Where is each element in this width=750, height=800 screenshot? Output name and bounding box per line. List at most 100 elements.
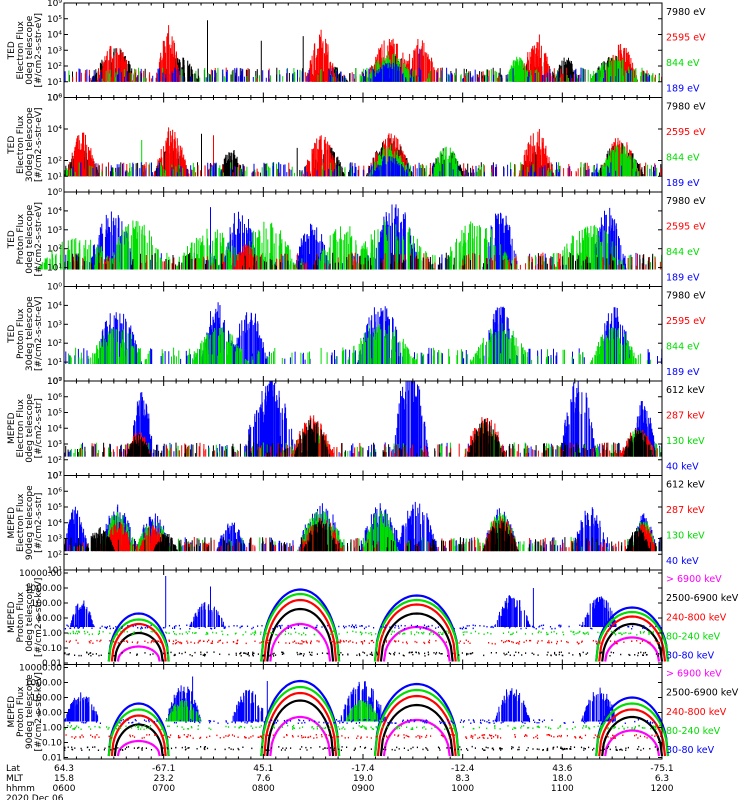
ytick-label-meped-proton-90deg-0: 10000.00 — [19, 664, 62, 674]
arc-meped-proton-90deg-4-3 — [604, 729, 661, 757]
ylabel-line-ted-proton-30deg-3: [#/cm2-s-str-eV] — [34, 296, 44, 371]
arc-meped-proton-0deg-3-3 — [601, 622, 664, 662]
legend-ted-proton-30deg-3: 189 eV — [666, 367, 700, 378]
series-meped-electron-90deg-3 — [64, 520, 662, 552]
ytick-label-meped-proton-90deg-2: 100.00 — [31, 694, 63, 704]
ytick-label-meped-electron-0deg-1: 10⁶ — [47, 393, 62, 403]
ytick-label-meped-electron-90deg-5: 10² — [47, 550, 62, 560]
ytick-label-ted-electron-0deg-4: 10² — [47, 62, 62, 72]
legend-ted-electron-30deg-1: 2595 eV — [666, 127, 706, 138]
arc-meped-proton-90deg-1-3 — [595, 702, 670, 757]
xtick-hhmm-4: 1000 — [451, 784, 474, 794]
ytick-label-meped-proton-90deg-4: 1.00 — [42, 724, 62, 734]
ylabel-line-ted-proton-0deg-2: 0deg telescope — [25, 204, 35, 274]
ylabel-line-meped-proton-90deg-3: [#/cm2-s-str-keV] — [34, 672, 44, 751]
ytick-label-meped-proton-90deg-3: 10.00 — [36, 709, 62, 719]
series-lines-ted-proton-30deg-1 — [68, 323, 651, 364]
legend-meped-electron-90deg-2: 130 keV — [666, 531, 705, 542]
ylabel-line-meped-electron-90deg-0: MEPED — [7, 507, 17, 539]
ylabel-line-ted-electron-30deg-3: [#/cm2-s-str-eV] — [34, 107, 44, 182]
arc-meped-proton-0deg-0-1 — [260, 588, 341, 662]
series-ted-proton-0deg-1 — [36, 220, 663, 270]
ytick-label-ted-electron-0deg-1: 10⁵ — [47, 15, 62, 25]
arc-meped-proton-0deg-0-2 — [373, 594, 460, 662]
ytick-label-ted-proton-0deg-2: 10² — [47, 245, 62, 255]
ylabel-line-meped-proton-0deg-0: MEPED — [7, 601, 17, 633]
legend-meped-electron-90deg-1: 287 keV — [666, 505, 705, 516]
ytick-label-ted-electron-0deg-3: 10³ — [47, 46, 62, 56]
baseline-meped-proton-0deg-1 — [67, 630, 663, 636]
legend-meped-proton-0deg-3: 80-240 keV — [666, 631, 721, 642]
date-label: 2020 Dec 06 — [6, 794, 64, 800]
series-lines-meped-proton-90deg-1 — [165, 700, 381, 722]
xtick-hhmm-3: 0900 — [352, 784, 375, 794]
ylabel-line-meped-electron-0deg-1: Electron Flux — [16, 398, 26, 457]
ytick-label-ted-proton-0deg-4: 10⁰ — [47, 283, 62, 293]
arc-meped-proton-90deg-3-0 — [113, 723, 164, 757]
series-meped-proton-90deg-3 — [113, 699, 664, 757]
legend-ted-electron-0deg-0: 7980 eV — [666, 7, 706, 18]
xtick-lat-1: -67.1 — [152, 764, 175, 774]
baseline-meped-proton-0deg-2 — [65, 639, 663, 645]
legend-meped-proton-90deg-1: 2500-6900 keV — [666, 688, 739, 699]
legend-meped-electron-90deg-3: 40 keV — [666, 556, 699, 567]
ytick-label-meped-electron-90deg-0: 10⁷ — [47, 472, 62, 482]
xtick-hhmm-0: 0600 — [53, 784, 76, 794]
ylabel-meped-electron-90deg: MEPEDElectron Flux90deg telescope[#/cm2-… — [7, 485, 44, 560]
xtick-lat-3: -17.4 — [351, 764, 375, 774]
baseline-meped-proton-90deg-0 — [64, 718, 661, 725]
ylabel-ted-proton-0deg: TEDProton Flux0deg telescope[#/cm2-s-str… — [7, 202, 44, 277]
xtick-mlt-4: 8.3 — [456, 774, 470, 784]
baseline-meped-proton-90deg-1 — [64, 724, 662, 731]
ytick-label-meped-electron-0deg-6: 10¹ — [47, 472, 62, 482]
arc-meped-proton-90deg-3-2 — [379, 703, 454, 757]
ytick-label-meped-electron-90deg-4: 10³ — [47, 535, 62, 545]
panel-frame-ted-electron-30deg — [63, 97, 663, 193]
ytick-label-meped-proton-90deg-1: 1000.00 — [25, 679, 62, 689]
series-lines-ted-proton-0deg-1 — [36, 220, 663, 270]
ylabel-line-ted-proton-30deg-0: TED — [7, 325, 17, 344]
xtick-mlt-0: 15.8 — [54, 774, 74, 784]
legend-ted-proton-0deg-0: 7980 eV — [666, 196, 706, 207]
arc-meped-proton-90deg-1-2 — [373, 688, 460, 757]
legend-ted-electron-0deg-1: 2595 eV — [666, 33, 706, 44]
legend-ted-proton-0deg-2: 844 eV — [666, 247, 700, 258]
legend-meped-proton-0deg-0: > 6900 keV — [666, 574, 722, 585]
ylabel-line-meped-proton-90deg-1: Proton Flux — [16, 686, 26, 737]
ytick-label-meped-electron-0deg-0: 10⁷ — [47, 377, 62, 387]
ytick-label-ted-proton-30deg-1: 10³ — [47, 320, 62, 330]
ytick-label-ted-electron-30deg-2: 10² — [47, 157, 62, 167]
legend-ted-electron-0deg-2: 844 eV — [666, 58, 700, 69]
arc-meped-proton-90deg-2-3 — [598, 708, 667, 757]
ytick-label-ted-proton-30deg-4: 10⁰ — [47, 377, 62, 387]
ylabel-meped-electron-0deg: MEPEDElectron Flux0deg telescope[#/cm2-s… — [7, 393, 44, 463]
ylabel-line-ted-proton-30deg-2: 30deg telescope — [25, 296, 35, 371]
legend-ted-electron-30deg-2: 844 eV — [666, 153, 700, 164]
ylabel-line-ted-proton-0deg-0: TED — [7, 230, 17, 249]
xtick-lat-5: 43.6 — [552, 764, 572, 774]
ytick-label-ted-electron-0deg-2: 10⁴ — [47, 31, 62, 41]
series-meped-proton-90deg-2 — [110, 691, 667, 757]
xtick-hhmm-6: 1200 — [651, 784, 674, 794]
ytick-label-meped-proton-0deg-6: 0.01 — [42, 659, 62, 669]
ytick-label-meped-electron-90deg-3: 10⁴ — [47, 519, 62, 529]
series-meped-electron-0deg-3 — [65, 418, 663, 457]
arc-meped-proton-0deg-4-1 — [269, 622, 332, 662]
baseline-meped-proton-0deg-0 — [64, 624, 662, 630]
ytick-label-ted-proton-0deg-0: 10⁴ — [47, 207, 62, 217]
ytick-label-ted-electron-0deg-5: 10¹ — [47, 78, 62, 88]
ytick-label-meped-electron-0deg-5: 10² — [47, 456, 62, 466]
ytick-label-meped-electron-90deg-1: 10⁶ — [47, 487, 62, 497]
ylabel-line-meped-electron-90deg-3: [#/cm2-s-str] — [34, 493, 44, 553]
ylabel-line-meped-proton-0deg-2: 0deg telescope — [25, 582, 35, 652]
ylabel-line-meped-proton-0deg-1: Proton Flux — [16, 591, 26, 642]
arc-meped-proton-0deg-4-0 — [116, 645, 161, 662]
legend-ted-proton-30deg-2: 844 eV — [666, 342, 700, 353]
ylabel-line-ted-proton-0deg-3: [#/cm2-s-str-eV] — [34, 202, 44, 277]
xtick-mlt-1: 23.2 — [154, 774, 174, 784]
ylabel-line-ted-proton-0deg-1: Proton Flux — [16, 213, 26, 264]
ylabel-ted-proton-30deg: TEDProton Flux30deg telescope[#/cm2-s-st… — [7, 296, 44, 371]
ylabel-line-ted-electron-0deg-2: 0deg telescope — [25, 15, 35, 85]
